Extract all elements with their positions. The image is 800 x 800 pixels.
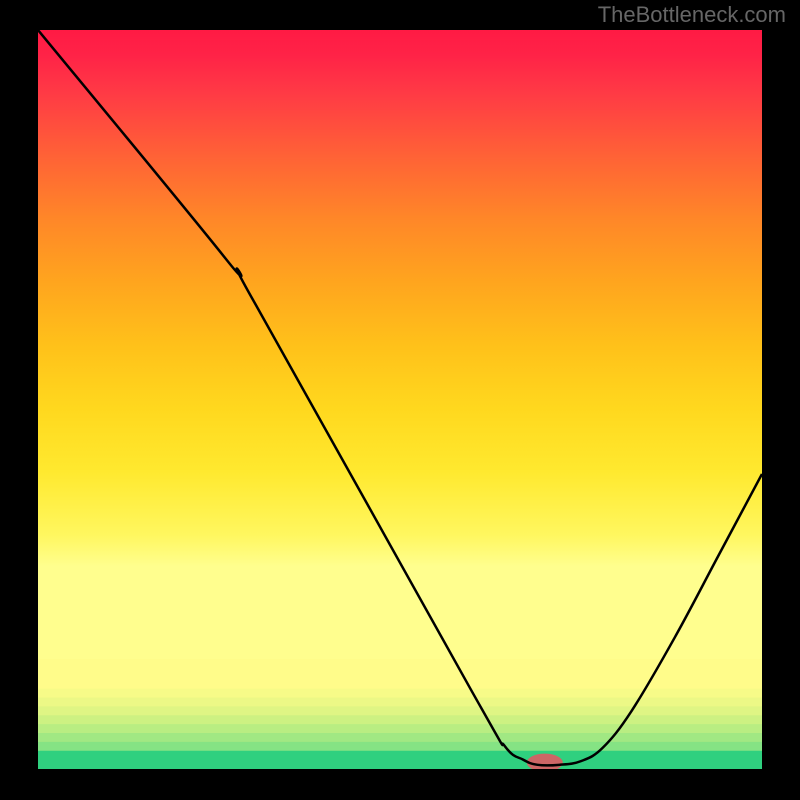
bottleneck-curve-chart (0, 0, 800, 800)
heatmap-gradient-background (38, 30, 762, 661)
watermark-label: TheBottleneck.com (598, 2, 786, 28)
bottleneck-chart-container: TheBottleneck.com (0, 0, 800, 800)
